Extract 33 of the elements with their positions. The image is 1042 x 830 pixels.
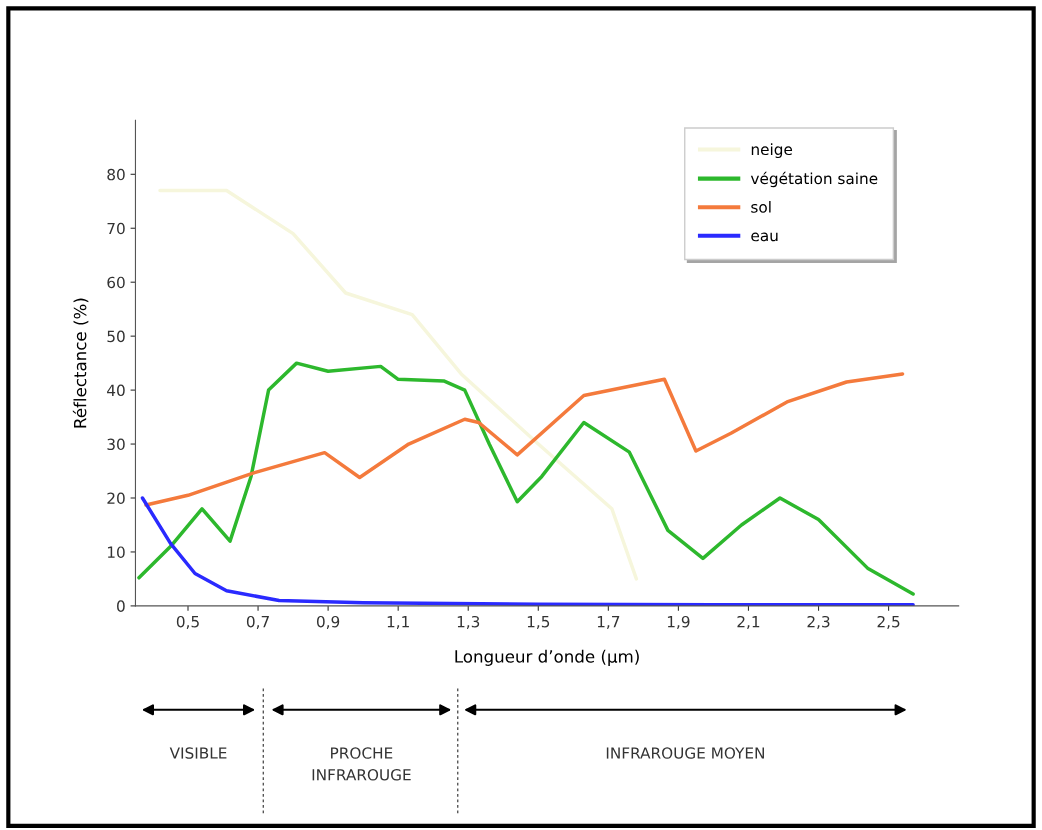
- legend-label: eau: [751, 232, 778, 242]
- x-tick-label: 1,5: [527, 616, 550, 630]
- legend-label: sol: [751, 200, 771, 213]
- x-tick-label: 0,5: [176, 615, 199, 630]
- y-tick-label: 0: [117, 600, 125, 612]
- text: PROCHE INFRAROUGE: [312, 747, 411, 781]
- x-tick-label: 0,9: [316, 615, 340, 630]
- text: VISIBLE: [169, 747, 227, 759]
- y-tick-label: 70: [107, 222, 125, 235]
- line-series: [137, 361, 915, 596]
- x-tick-label: 1,3: [457, 615, 480, 630]
- x-tick-label: 1,1: [387, 616, 409, 630]
- y-tick-label: 80: [107, 168, 125, 181]
- x-axis-title: Longueur d’onde (µm): [455, 649, 639, 666]
- line-series: [140, 496, 915, 606]
- y-tick-label: 30: [107, 438, 125, 451]
- legend-label: neige: [751, 143, 793, 159]
- x-tick-label: 2,3: [807, 615, 830, 630]
- y-tick-label: 60: [107, 276, 125, 289]
- line-series: [144, 372, 905, 507]
- x-tick-label: 1,9: [667, 615, 690, 630]
- y-tick-label: 10: [107, 546, 125, 558]
- x-tick-label: 2,5: [877, 615, 900, 630]
- text: INFRAROUGE MOYEN: [606, 747, 764, 759]
- x-tick-label: 2,1: [737, 615, 760, 630]
- y-tick-label: 50: [107, 330, 125, 343]
- x-tick-label: 1,7: [597, 616, 620, 630]
- y-axis-title: Réflectance (%): [72, 298, 89, 428]
- y-tick-label: 40: [107, 384, 125, 397]
- legend-label: végétation saine: [750, 171, 878, 188]
- x-tick-label: 0,7: [246, 615, 269, 630]
- line-series: [158, 188, 639, 581]
- y-tick-label: 20: [107, 492, 125, 505]
